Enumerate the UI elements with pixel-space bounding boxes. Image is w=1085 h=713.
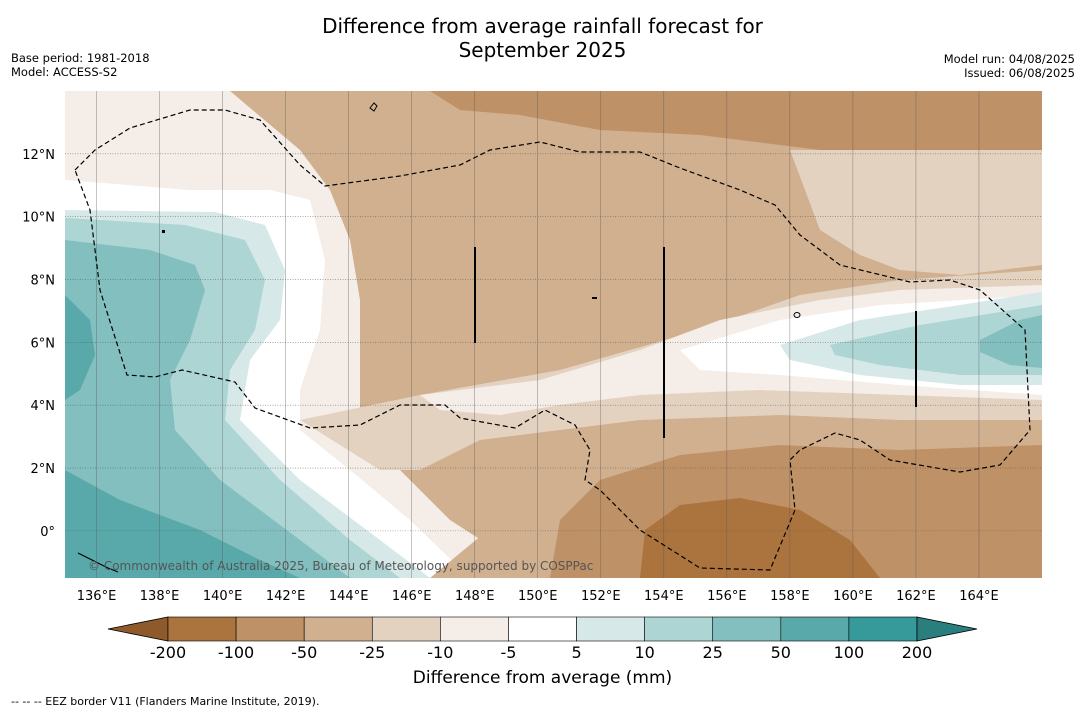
lat-label: 6°N	[31, 336, 56, 351]
lon-label: 160°E	[833, 589, 873, 604]
field-pale-nw	[65, 91, 225, 140]
lon-label: 136°E	[77, 589, 117, 604]
copyright-text: © Commonwealth of Australia 2025, Bureau…	[88, 559, 593, 573]
colorbar-title: Difference from average (mm)	[412, 668, 673, 688]
lat-label: 8°N	[31, 274, 56, 289]
lon-label: 162°E	[896, 589, 936, 604]
lat-label: 2°N	[31, 462, 56, 477]
colorbar-segment	[712, 616, 782, 642]
colorbar-segment	[508, 616, 577, 642]
footnote: -- -- -- EEZ border V11 (Flanders Marine…	[11, 695, 320, 708]
colorbar-tick-label: 200	[902, 643, 933, 662]
colorbar-segment	[440, 616, 509, 642]
island-shape	[162, 230, 165, 233]
colorbar-extend-low	[107, 616, 169, 642]
colorbar-tick-label: 10	[634, 643, 654, 662]
issued-date: Issued: 06/08/2025	[964, 66, 1075, 80]
colorbar-segment	[644, 616, 714, 642]
island-shape	[793, 312, 801, 318]
chart-title: Difference from average rainfall forecas…	[0, 14, 1085, 62]
island-shape	[369, 102, 378, 112]
lon-label: 142°E	[266, 589, 306, 604]
lon-label: 152°E	[581, 589, 621, 604]
colorbar-segment	[303, 616, 373, 642]
lon-label: 148°E	[455, 589, 495, 604]
lon-label: 138°E	[140, 589, 180, 604]
island-chain	[77, 552, 119, 573]
lat-label: 12°N	[22, 148, 55, 163]
eez-border	[74, 109, 1031, 571]
field-teal50-west	[65, 240, 350, 578]
colorbar-tick-label: -10	[427, 643, 453, 662]
colorbar-tick-label: -25	[359, 643, 385, 662]
map-field	[65, 91, 1042, 578]
colorbar-segment	[167, 616, 237, 642]
colorbar-tick-label: -100	[218, 643, 254, 662]
colorbar-tick-label: 25	[703, 643, 723, 662]
title-line-1: Difference from average rainfall forecas…	[322, 14, 763, 38]
longitude-labels: 136°E 138°E 140°E 142°E 144°E 146°E 148°E 150°E…	[77, 589, 999, 604]
colorbar-ticks: -200 -100 -50 -25 -10 -5 5 10 25 50 100 200	[150, 643, 932, 662]
title-line-2: September 2025	[458, 38, 627, 62]
colorbar-segment	[371, 616, 441, 642]
lat-label: 10°N	[22, 211, 55, 226]
field-teal25-east	[830, 305, 1042, 375]
island-shape	[592, 297, 597, 299]
colorbar	[107, 616, 978, 642]
meta-right: Model run: 04/08/2025 Issued: 06/08/2025	[944, 52, 1075, 80]
lon-label: 156°E	[707, 589, 747, 604]
latitude-labels: 12°N 10°N 8°N 6°N 4°N 2°N 0°	[22, 148, 55, 540]
model-run: Model run: 04/08/2025	[943, 52, 1075, 66]
base-period: Base period: 1981-2018	[11, 51, 150, 65]
field-dry100-south	[640, 498, 880, 578]
colorbar-tick-label: -50	[291, 643, 317, 662]
model-name: Model: ACCESS-S2	[11, 65, 118, 79]
colorbar-segment	[780, 616, 850, 642]
colorbar-segment	[235, 616, 305, 642]
colorbar-tick-label: -5	[500, 643, 516, 662]
colorbar-tick-label: 50	[771, 643, 791, 662]
lat-label: 0°	[40, 525, 55, 540]
colorbar-tick-label: 100	[834, 643, 865, 662]
lon-label: 144°E	[329, 589, 369, 604]
colorbar-tick-label: -200	[150, 643, 186, 662]
colorbar-segment	[576, 616, 645, 642]
lon-label: 150°E	[518, 589, 558, 604]
lon-label: 140°E	[203, 589, 243, 604]
lat-label: 4°N	[31, 399, 56, 414]
grid	[65, 91, 1042, 578]
lon-label: 146°E	[392, 589, 432, 604]
colorbar-segment	[848, 616, 918, 642]
lon-label: 158°E	[770, 589, 810, 604]
meta-left: Base period: 1981-2018 Model: ACCESS-S2	[11, 51, 150, 79]
lon-label: 154°E	[644, 589, 684, 604]
colorbar-extend-high	[916, 616, 978, 642]
lon-label: 164°E	[959, 589, 999, 604]
field-teal100-sw	[65, 470, 300, 578]
field-teal100-nw	[65, 295, 95, 400]
colorbar-tick-label: 5	[571, 643, 581, 662]
field-dry-north	[430, 91, 1042, 155]
